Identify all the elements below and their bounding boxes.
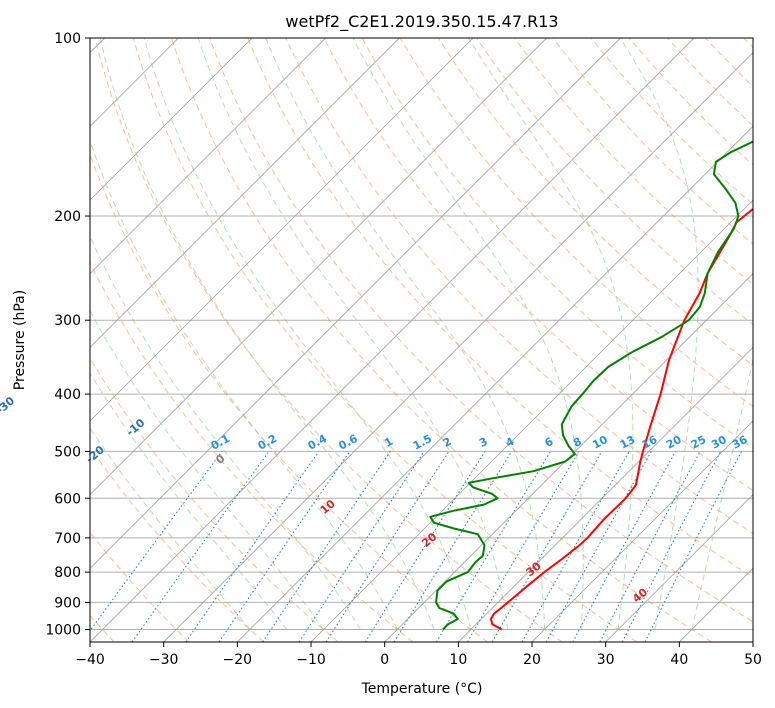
isotherm-line xyxy=(384,273,753,642)
mixing-ratio-label: 20 xyxy=(664,433,684,452)
mixing-ratio-line xyxy=(218,451,351,642)
x-tick-label: −30 xyxy=(149,652,179,668)
moist-adiabat-line xyxy=(90,235,361,630)
y-tick-label: 700 xyxy=(54,531,81,547)
dewpoint-profile-line xyxy=(429,140,753,631)
y-tick-label: 400 xyxy=(54,387,81,403)
dry-adiabat-line xyxy=(170,38,712,642)
x-tick-label: 30 xyxy=(597,652,615,668)
x-tick-label: 20 xyxy=(523,652,541,668)
mixing-ratio-line xyxy=(325,451,450,642)
mixing-ratio-line xyxy=(572,451,676,642)
y-tick-label: 200 xyxy=(54,209,81,225)
x-tick-label: −20 xyxy=(223,652,253,668)
dry-adiabat-line xyxy=(90,261,414,642)
y-tick-label: 100 xyxy=(54,31,81,47)
plot-frame xyxy=(89,37,754,643)
mixing-ratio-line xyxy=(521,451,630,642)
moist-adiabat-line xyxy=(619,38,699,630)
isotherm-line xyxy=(163,52,753,642)
moist-adiabat-line xyxy=(90,309,324,630)
x-tick-label: 0 xyxy=(380,652,389,668)
temperature-profile-line xyxy=(489,208,753,631)
x-tick-label: −10 xyxy=(296,652,326,668)
isotherm-line xyxy=(90,38,326,275)
moist-adiabat-line xyxy=(99,38,435,630)
x-axis-label: Temperature (°C) xyxy=(361,681,483,697)
dry-adiabat-line xyxy=(90,357,339,642)
moist-adiabat-line xyxy=(90,427,251,630)
mixing-ratio-line xyxy=(298,451,425,642)
mixing-ratio-label: 13 xyxy=(618,433,638,452)
moist-adiabat-line xyxy=(265,38,545,630)
mixing-ratio-line xyxy=(185,451,320,642)
y-tick-label: 900 xyxy=(54,595,81,611)
y-axis-label: Pressure (hPa) xyxy=(12,290,28,390)
dry-adiabat-line xyxy=(285,38,753,535)
series-lines xyxy=(429,140,753,631)
moist-adiabat-line xyxy=(90,139,398,630)
moist-adiabat-line xyxy=(691,356,753,630)
mixing-ratio-line xyxy=(644,451,742,642)
background-lines xyxy=(90,38,753,642)
isotherm-line xyxy=(605,494,753,642)
dry-adiabat-line xyxy=(132,38,638,642)
isotherm-line xyxy=(90,38,474,422)
mixing-ratio-line xyxy=(545,451,652,642)
mixing-ratio-line xyxy=(262,451,391,642)
moist-adiabat-line xyxy=(197,38,509,630)
mixing-ratio-label: 10 xyxy=(590,433,610,452)
mixing-ratio-line xyxy=(131,451,270,642)
dry-adiabat-line xyxy=(94,38,563,642)
dry-adiabat-line xyxy=(247,38,753,578)
dry-adiabat-line xyxy=(209,38,753,623)
dry-adiabat-line xyxy=(323,38,753,492)
isotherm-line xyxy=(90,38,253,201)
mixing-ratio-label: 16 xyxy=(640,433,660,452)
isotherm-line xyxy=(531,420,753,642)
isotherm-line xyxy=(237,125,753,642)
moist-adiabat-line xyxy=(90,372,288,630)
dry-adiabat-line xyxy=(514,38,753,285)
chart-title: wetPf2_C2E1.2019.350.15.47.R13 xyxy=(285,12,558,32)
isotherm-line xyxy=(458,346,753,642)
moist-adiabat-line xyxy=(143,38,472,630)
mixing-ratio-label: 36 xyxy=(730,433,750,452)
isotherm-line xyxy=(90,38,400,348)
isotherm-line xyxy=(90,38,695,642)
mixing-ratio-line xyxy=(621,451,722,642)
dry-adiabat-line xyxy=(476,38,753,326)
mixing-ratio-line xyxy=(90,451,223,632)
x-tick-label: 40 xyxy=(670,652,688,668)
y-axis: 100 200 300 400 500 600 700 800 900 1000 xyxy=(45,31,90,638)
isotherm-line xyxy=(90,38,621,569)
moist-adiabat-line xyxy=(352,38,584,630)
dry-adiabat-line xyxy=(90,446,264,642)
x-axis: −40 −30 −20 −10 0 10 20 30 40 50 xyxy=(75,642,762,668)
mixing-ratio-label: 30 xyxy=(709,433,729,452)
mixing-ratio-label: 25 xyxy=(689,433,709,452)
x-tick-label: 50 xyxy=(744,652,762,668)
mixing-ratio-line xyxy=(393,451,513,642)
y-tick-label: 1000 xyxy=(45,622,81,638)
y-tick-label: 800 xyxy=(54,565,81,581)
moist-adiabat-line xyxy=(468,38,634,630)
y-tick-label: 300 xyxy=(54,313,81,329)
x-tick-label: 10 xyxy=(449,652,467,668)
isotherm-line xyxy=(90,38,547,496)
y-tick-label: 600 xyxy=(54,491,81,507)
x-tick-label: −40 xyxy=(75,652,105,668)
y-tick-label: 500 xyxy=(54,444,81,460)
